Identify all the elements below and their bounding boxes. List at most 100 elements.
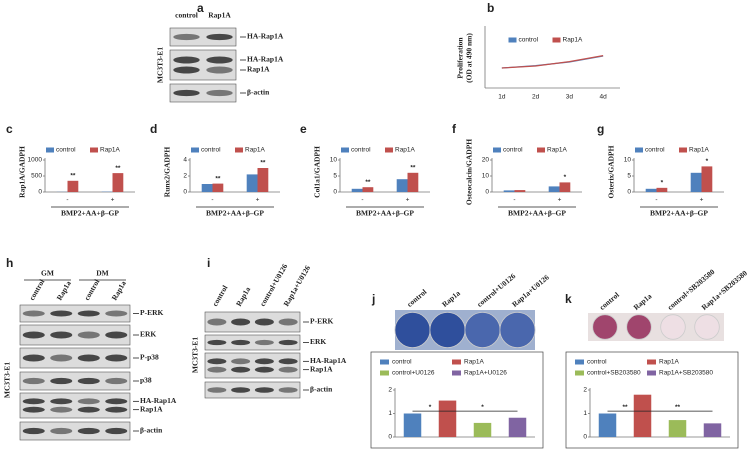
x-tick-label: - xyxy=(513,197,515,204)
column-label: Rap1a xyxy=(234,285,252,308)
x-axis-label: BMP2+AA+β–GP xyxy=(650,209,708,218)
y-tick-label: 2 xyxy=(388,387,392,394)
significance-label: ** xyxy=(675,404,681,411)
bar xyxy=(257,168,269,192)
bar xyxy=(548,186,560,192)
bar xyxy=(701,166,713,192)
column-label: control xyxy=(175,11,198,20)
bar xyxy=(67,180,79,192)
legend-label: control xyxy=(392,359,412,366)
blot-band xyxy=(77,406,100,413)
blot-band xyxy=(50,354,73,362)
x-tick-label: + xyxy=(558,197,562,204)
x-tick-label: - xyxy=(361,197,363,204)
x-axis-label: BMP2+AA+β–GP xyxy=(61,209,119,218)
blot-band xyxy=(254,358,274,365)
blot-strip xyxy=(19,371,131,391)
panel-letter: g xyxy=(597,122,604,136)
blot-band xyxy=(50,331,73,339)
significance-label: ** xyxy=(622,404,628,411)
legend-swatch xyxy=(647,370,656,376)
x-tick-label: - xyxy=(66,197,68,204)
y-tick-label: 0 xyxy=(627,189,631,196)
legend-label: control xyxy=(587,359,607,366)
band-label: HA-Rap1A xyxy=(140,396,177,405)
x-axis-label: BMP2+AA+β–GP xyxy=(356,209,414,218)
bar xyxy=(246,174,258,192)
panel-letter: d xyxy=(150,122,157,136)
blot-band xyxy=(278,339,298,346)
blot-band xyxy=(77,427,100,435)
blot-band xyxy=(105,377,128,385)
y-tick-label: 4 xyxy=(183,157,187,164)
blot-band xyxy=(22,354,45,362)
legend-swatch xyxy=(385,147,393,153)
blot-band xyxy=(231,387,251,393)
x-tick-label: 3d xyxy=(566,94,574,101)
y-axis-label: Col1a1/GADPH xyxy=(313,146,322,198)
stain-well xyxy=(429,311,466,348)
bar xyxy=(645,188,657,192)
legend-swatch xyxy=(679,147,687,153)
significance-label: * xyxy=(429,404,432,411)
y-tick-label: 0 xyxy=(388,434,392,441)
cell-line-label: MC3T3-E1 xyxy=(3,362,12,398)
blot-strip xyxy=(204,352,301,379)
legend-swatch xyxy=(575,370,584,376)
bar xyxy=(201,184,213,192)
bar xyxy=(396,179,408,192)
y-axis-label: Runx2/GADPH xyxy=(163,147,172,198)
blot-strip xyxy=(19,421,131,441)
bar xyxy=(690,172,702,192)
legend-swatch xyxy=(575,359,584,365)
legend-swatch xyxy=(90,147,98,153)
blot-band xyxy=(207,366,227,373)
bar xyxy=(351,188,363,192)
legend-label: control xyxy=(201,147,221,154)
blot-strip xyxy=(204,381,301,399)
blot-band xyxy=(207,358,227,365)
band-label: HA-Rap1A xyxy=(247,32,284,41)
column-label: Rap1A xyxy=(208,11,231,20)
panel-letter: e xyxy=(300,122,307,136)
legend-label: control xyxy=(56,147,76,154)
legend-label: control+SB203580 xyxy=(587,370,641,377)
significance-label: * xyxy=(564,174,567,181)
blot-band xyxy=(50,398,73,405)
y-tick-label: 0 xyxy=(183,189,187,196)
image-column-label: control xyxy=(598,290,621,312)
panel-letter: f xyxy=(452,122,457,136)
y-axis-label: (OD at 490 nm) xyxy=(465,33,474,83)
blot-strip xyxy=(169,27,237,47)
band-label: ERK xyxy=(310,337,326,346)
blot-band xyxy=(207,339,227,346)
stain-well xyxy=(660,314,686,340)
legend-label: control xyxy=(645,147,665,154)
legend-swatch xyxy=(380,370,389,376)
blot-band xyxy=(50,427,73,435)
y-tick-label: 5 xyxy=(333,173,337,180)
group-label: GM xyxy=(41,269,54,278)
band-label: P-ERK xyxy=(140,308,163,317)
bar xyxy=(407,172,419,192)
blot-band xyxy=(105,427,128,435)
significance-label: * xyxy=(706,158,709,165)
blot-band xyxy=(105,354,128,362)
legend-label: Rap1A xyxy=(547,147,568,154)
stain-well xyxy=(499,311,536,348)
y-tick-label: 2 xyxy=(583,387,587,394)
blot-band xyxy=(254,387,274,393)
bar xyxy=(362,187,374,192)
legend-swatch xyxy=(493,147,501,153)
legend-label: Rap1A xyxy=(563,37,584,44)
column-label: Rap1a xyxy=(55,279,73,302)
blot-band xyxy=(77,354,100,362)
legend-swatch xyxy=(537,147,545,153)
blot-band xyxy=(231,358,251,365)
panel-letter: j xyxy=(371,292,375,306)
bar xyxy=(112,173,124,192)
blot-band xyxy=(206,66,233,74)
blot-strip xyxy=(169,83,237,103)
band-label: HA-Rap1A xyxy=(247,55,284,64)
blot-band xyxy=(206,89,233,97)
